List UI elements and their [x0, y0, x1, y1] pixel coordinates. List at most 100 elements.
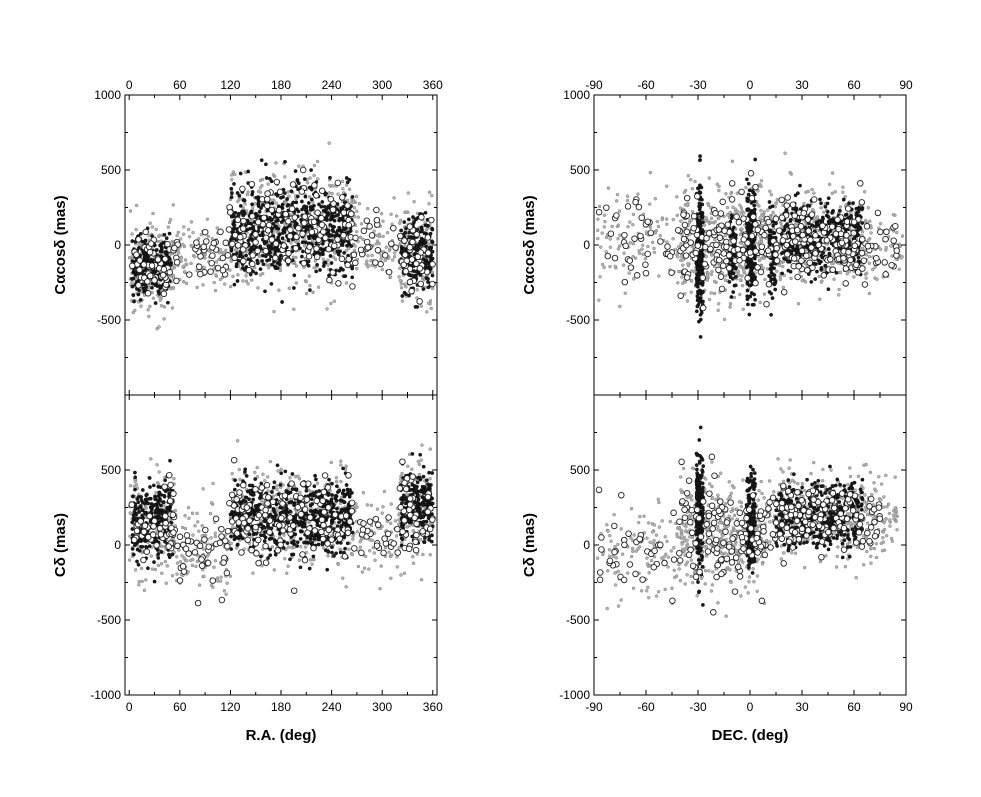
data-point [334, 179, 342, 187]
data-point [274, 547, 282, 554]
data-point [299, 166, 307, 174]
data-point [305, 535, 310, 540]
data-point [286, 190, 290, 194]
data-point [258, 484, 266, 491]
data-point [404, 292, 408, 296]
data-point [654, 228, 659, 233]
data-point [294, 255, 298, 260]
data-point [136, 562, 141, 567]
data-point [597, 204, 602, 209]
data-point [430, 273, 435, 278]
data-point [145, 256, 150, 260]
data-point [146, 566, 150, 571]
data-point [429, 260, 436, 268]
data-point [413, 260, 420, 267]
data-point [325, 307, 329, 311]
data-point [402, 571, 407, 575]
data-point [297, 558, 302, 562]
data-point [356, 215, 360, 219]
data-point [428, 299, 433, 303]
data-point [320, 508, 328, 516]
data-point [311, 557, 316, 562]
data-point [429, 516, 436, 523]
data-point [357, 246, 365, 254]
data-point [153, 496, 157, 500]
data-point [226, 499, 233, 507]
data-point [159, 249, 164, 254]
data-point [388, 554, 393, 559]
data-point [616, 236, 620, 241]
x-tick-label-top: 120 [220, 78, 240, 92]
data-point [179, 563, 187, 570]
data-point [259, 518, 263, 523]
data-point [599, 245, 603, 249]
data-point [275, 522, 283, 529]
data-point [600, 231, 604, 235]
data-point [154, 490, 158, 495]
data-point [131, 536, 138, 544]
data-point [335, 484, 339, 489]
data-point [614, 199, 619, 203]
data-point [325, 567, 330, 572]
data-point [286, 564, 290, 568]
data-point [129, 262, 136, 270]
data-point [273, 178, 281, 186]
data-point [294, 200, 299, 205]
data-point [140, 579, 144, 584]
data-point [350, 275, 355, 280]
data-point [372, 515, 380, 523]
data-point [300, 254, 304, 259]
data-point [412, 483, 416, 488]
data-point [344, 281, 349, 285]
data-point [372, 551, 376, 555]
data-point [200, 243, 207, 251]
data-point [189, 220, 194, 224]
data-point [427, 202, 431, 206]
data-point [325, 504, 332, 511]
data-point [275, 484, 279, 488]
data-point [166, 505, 170, 510]
data-point [338, 216, 342, 221]
data-point [157, 233, 162, 238]
data-point [266, 525, 271, 529]
data-point [243, 202, 247, 206]
data-point [345, 541, 350, 546]
data-point [279, 527, 287, 534]
data-point [297, 477, 302, 481]
data-point [636, 192, 640, 196]
x-tick-label-bottom: 240 [322, 700, 342, 714]
data-point [360, 520, 367, 527]
data-point [245, 227, 250, 232]
data-point [329, 460, 333, 465]
data-point [214, 260, 219, 264]
data-point [397, 232, 404, 240]
data-point [196, 542, 204, 550]
data-point [317, 202, 321, 207]
data-point [133, 568, 138, 572]
data-point [618, 244, 622, 248]
data-point [328, 536, 335, 543]
data-point [136, 500, 141, 505]
data-point [285, 218, 292, 225]
data-point [297, 510, 305, 518]
data-point [268, 244, 273, 249]
data-point [147, 314, 151, 319]
data-point [297, 164, 301, 168]
data-point [292, 307, 296, 311]
data-point [418, 537, 423, 542]
data-point [128, 534, 132, 538]
data-point [178, 560, 183, 564]
data-point [300, 219, 308, 227]
data-point [426, 280, 430, 284]
data-point [399, 573, 403, 577]
data-point [235, 191, 240, 195]
data-point [290, 472, 295, 476]
data-point [195, 285, 199, 290]
data-point [300, 207, 304, 212]
data-point [236, 483, 240, 487]
data-point [195, 511, 199, 516]
data-point [345, 255, 352, 263]
data-point [600, 262, 605, 267]
data-point [144, 578, 148, 582]
data-point [384, 245, 389, 249]
